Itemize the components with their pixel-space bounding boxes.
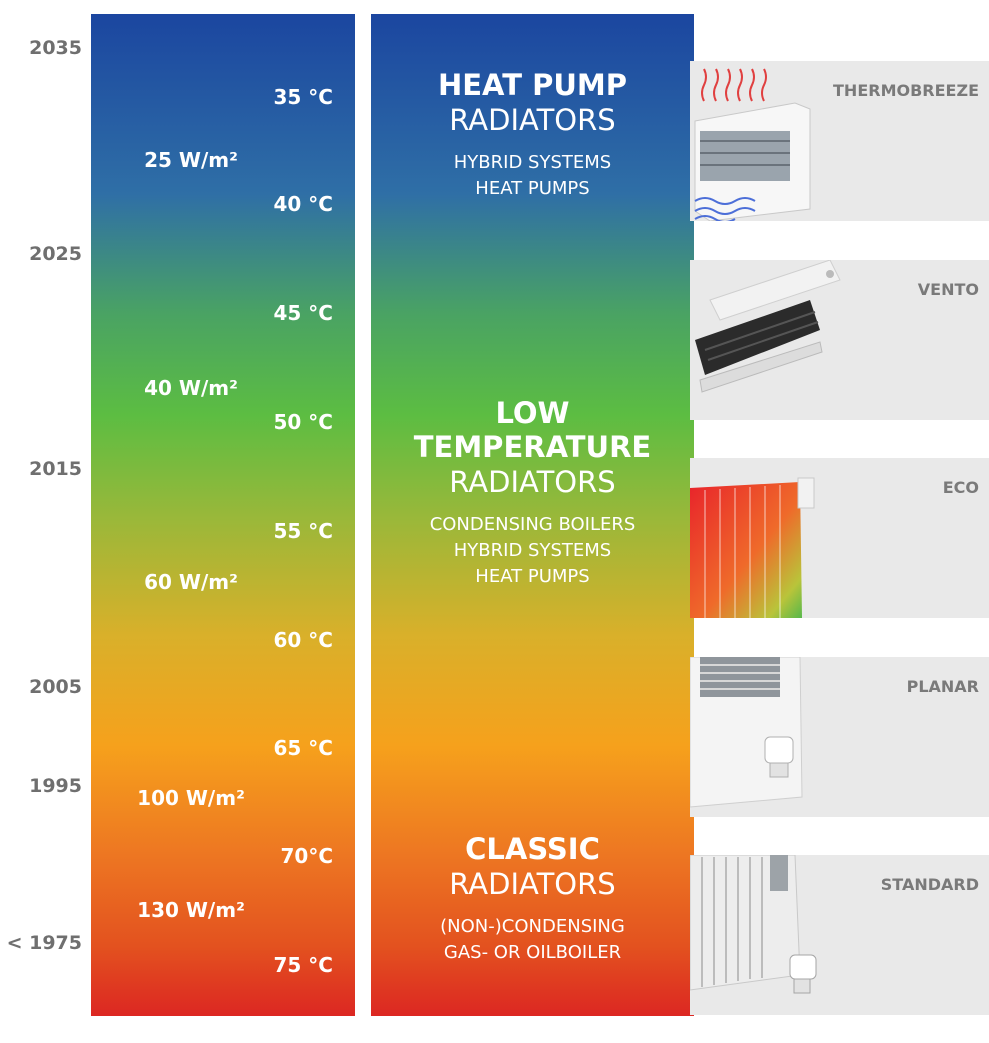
product-name: PLANAR [906,677,979,696]
thermobreeze-radiator-icon [694,68,811,221]
temperature-label: 70°C [280,844,333,868]
product-eco: ECO [690,458,989,618]
temperature-label: 35 °C [273,85,333,109]
product-name: THERMOBREEZE [833,81,979,100]
power-label: 60 W/m² [144,570,238,594]
product-planar: PLANAR [690,657,989,817]
temperature-label: 60 °C [273,628,333,652]
section-systems: HYBRID SYSTEMS HEAT PUMPS [371,150,694,202]
product-standard: STANDARD [690,855,989,1015]
year-label-2025: 2025 [29,243,82,265]
system-line: HYBRID SYSTEMS [453,540,612,561]
system-line: (NON-)CONDENSING [440,916,625,937]
product-name: STANDARD [880,875,979,894]
section-heading: CLASSIC [465,832,600,866]
power-label: 40 W/m² [144,376,238,400]
temperature-label: 50 °C [273,410,333,434]
system-line: HEAT PUMPS [475,178,590,199]
system-line: HEAT PUMPS [475,566,590,587]
system-line: CONDENSING BOILERS [429,514,636,535]
year-label-2015: 2015 [29,458,82,480]
temperature-label: 45 °C [273,301,333,325]
year-label-2035: 2035 [29,37,82,59]
temperature-label: 40 °C [273,192,333,216]
standard-radiator-icon [690,855,817,994]
power-label: 130 W/m² [137,898,245,922]
year-label-1995: 1995 [29,775,82,797]
section-subheading: RADIATORS [449,867,616,901]
section-subheading: RADIATORS [449,103,616,137]
section-systems: CONDENSING BOILERS HYBRID SYSTEMS HEAT P… [371,512,694,590]
section-heat-pump: HEAT PUMP RADIATORS HYBRID SYSTEMS HEAT … [371,68,694,202]
planar-radiator-icon [690,657,803,808]
temperature-label: 55 °C [273,519,333,543]
radiator-category-bar: HEAT PUMP RADIATORS HYBRID SYSTEMS HEAT … [371,14,694,1016]
section-subheading: RADIATORS [449,465,616,499]
section-classic: CLASSIC RADIATORS (NON-)CONDENSING GAS- … [371,832,694,966]
temperature-label: 75 °C [273,953,333,977]
product-thermobreeze: THERMOBREEZE [690,61,989,221]
section-low-temperature: LOW TEMPERATURE RADIATORS CONDENSING BOI… [371,396,694,590]
system-line: GAS- OR OILBOILER [443,942,622,963]
power-temperature-bar: 25 W/m² 40 W/m² 60 W/m² 100 W/m² 130 W/m… [91,14,355,1016]
vento-radiator-icon [695,260,841,393]
product-name: VENTO [917,280,979,299]
section-heading: HEAT PUMP [437,68,628,102]
temperature-label: 65 °C [273,736,333,760]
product-name: ECO [942,478,979,497]
eco-radiator-icon [690,477,815,618]
power-label: 100 W/m² [137,786,245,810]
section-systems: (NON-)CONDENSING GAS- OR OILBOILER [371,914,694,966]
system-line: HYBRID SYSTEMS [453,152,612,173]
year-label-2005: 2005 [29,676,82,698]
product-vento: VENTO [690,260,989,420]
power-label: 25 W/m² [144,148,238,172]
section-heading: LOW [495,396,570,430]
year-label-pre-1975: < 1975 [6,932,82,954]
section-heading: TEMPERATURE [413,430,652,464]
